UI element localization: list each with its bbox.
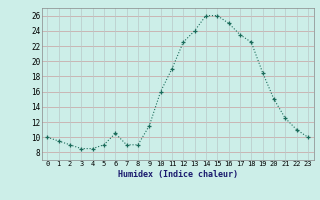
X-axis label: Humidex (Indice chaleur): Humidex (Indice chaleur) — [118, 170, 237, 179]
